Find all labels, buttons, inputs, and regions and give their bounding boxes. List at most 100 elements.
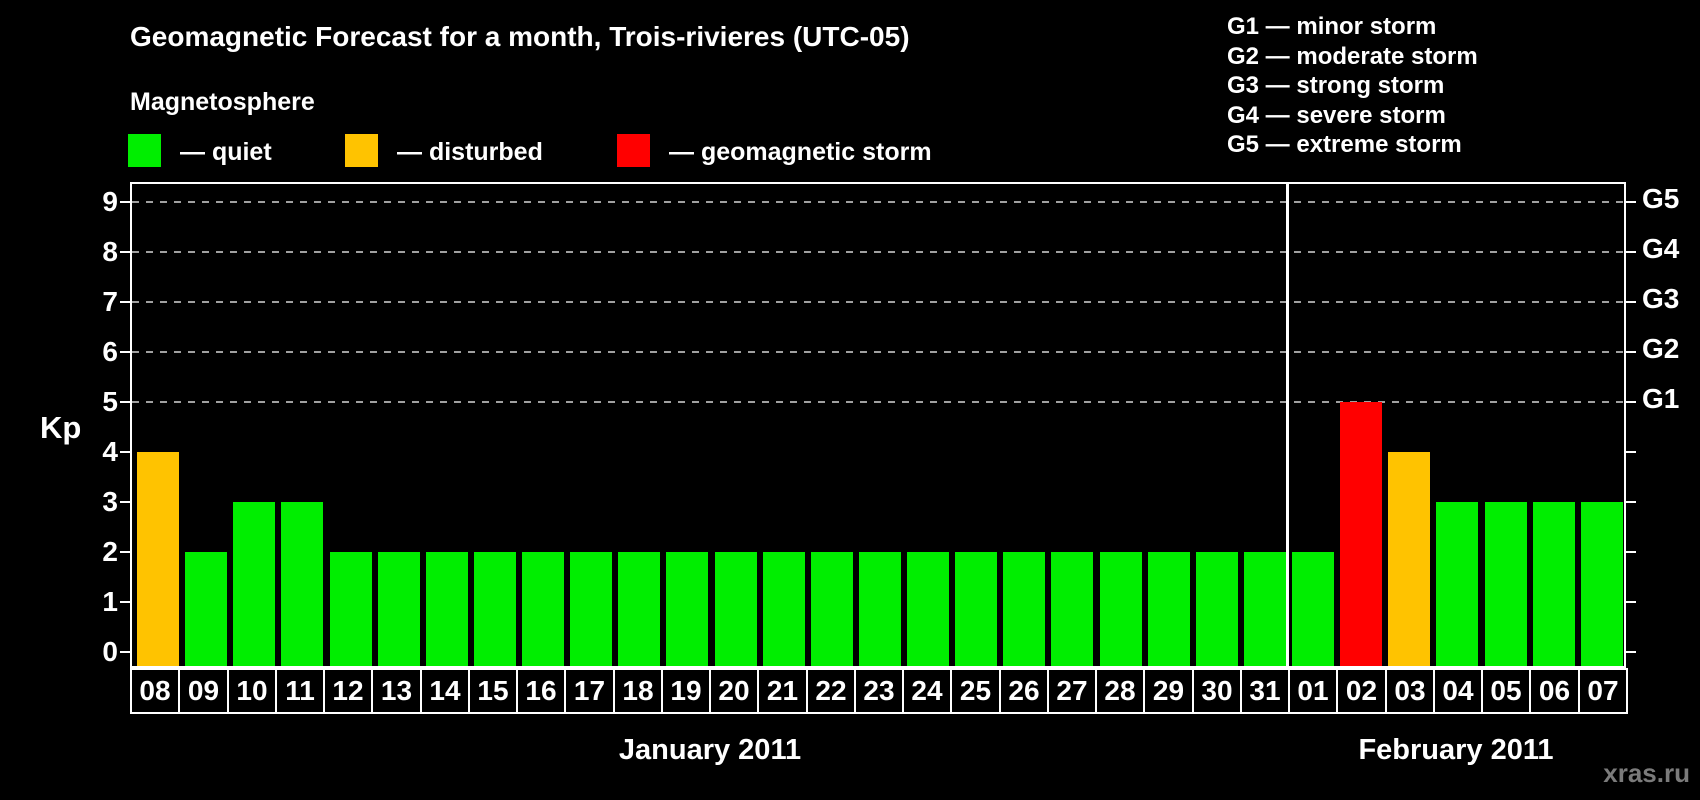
day-label-cell-12: 12 [323,668,373,714]
legend-swatch-storm [617,134,650,167]
y-tick-right-6 [1624,351,1636,353]
page-title: Geomagnetic Forecast for a month, Trois-… [130,21,910,52]
y-tick-right-0 [1624,651,1636,653]
kp-bar-day-20 [715,552,757,666]
day-label-cell-25: 25 [950,668,1001,714]
day-label-cell-24: 24 [902,668,952,714]
y-tick-left-6 [120,351,132,353]
g-scale-legend-line-4: G4 — severe storm [1227,101,1446,129]
day-label-cell-15: 15 [468,668,518,714]
day-label-cell-19: 19 [661,668,711,714]
y-tick-right-1 [1624,601,1636,603]
y-tick-label-1: 1 [102,586,118,617]
day-label-cell-23: 23 [854,668,904,714]
magnetosphere-label: Magnetosphere [130,88,315,116]
kp-bar-day-13 [378,552,420,666]
day-label-cell-07: 07 [1578,668,1628,714]
y-tick-label-3: 3 [102,486,118,517]
kp-bar-day-04 [1436,502,1478,666]
kp-bar-day-09 [185,552,227,666]
g-scale-legend-line-2: G2 — moderate storm [1227,42,1478,70]
day-label-cell-18: 18 [613,668,663,714]
day-label-cell-26: 26 [999,668,1049,714]
kp-bar-day-02 [1340,402,1382,666]
kp-bar-day-10 [233,502,275,666]
kp-bar-day-18 [618,552,660,666]
y-axis-title: Kp [40,410,82,445]
day-label-cell-06: 06 [1529,668,1580,714]
y-tick-left-0 [120,651,132,653]
y-tick-label-9: 9 [102,186,118,217]
gridline-kp7 [132,301,1624,303]
kp-bar-day-30 [1196,552,1238,666]
day-label-cell-17: 17 [564,668,615,714]
g-level-label-G4: G4 [1642,233,1680,264]
day-label-cell-10: 10 [227,668,277,714]
y-tick-label-0: 0 [102,636,118,667]
kp-bar-day-07 [1581,502,1623,666]
month-label-1: February 2011 [1358,734,1554,766]
legend-item-label-quiet: — quiet [180,138,272,166]
y-tick-label-5: 5 [102,386,118,417]
legend-item-label-storm: — geomagnetic storm [669,138,932,166]
kp-bar-day-24 [907,552,949,666]
y-tick-right-2 [1624,551,1636,553]
y-tick-right-5 [1624,401,1636,403]
gridline-kp5 [132,401,1624,403]
y-tick-label-4: 4 [102,436,118,467]
kp-bar-day-26 [1003,552,1045,666]
kp-bar-day-05 [1485,502,1527,666]
day-label-cell-01: 01 [1288,668,1338,714]
g-scale-legend-line-5: G5 — extreme storm [1227,131,1462,158]
y-tick-label-6: 6 [102,336,118,367]
y-tick-left-2 [120,551,132,553]
day-label-cell-04: 04 [1433,668,1483,714]
day-label-cell-09: 09 [178,668,229,714]
day-label-cell-14: 14 [420,668,470,714]
day-label-cell-28: 28 [1095,668,1145,714]
month-separator-line [1286,184,1289,666]
day-label-cell-05: 05 [1481,668,1531,714]
y-tick-right-3 [1624,501,1636,503]
kp-bar-day-19 [666,552,708,666]
y-tick-left-4 [120,451,132,453]
g-level-label-G2: G2 [1642,333,1680,364]
g-level-label-G1: G1 [1642,383,1680,414]
y-tick-left-5 [120,401,132,403]
y-tick-label-8: 8 [102,236,118,267]
day-label-cell-21: 21 [757,668,808,714]
kp-bar-day-12 [330,552,372,666]
day-label-cell-16: 16 [516,668,566,714]
y-tick-right-4 [1624,451,1636,453]
y-tick-left-9 [120,201,132,203]
kp-bar-day-27 [1051,552,1093,666]
kp-bar-day-01 [1292,552,1334,666]
g-scale-legend-line-1: G1 — minor storm [1227,13,1437,40]
g-scale-legend: G1 — minor storm G2 — moderate storm G3 — … [1227,12,1478,160]
kp-bar-day-11 [281,502,323,666]
y-tick-left-3 [120,501,132,503]
kp-bar-day-22 [811,552,853,666]
legend-swatch-quiet [128,134,161,167]
kp-bar-day-14 [426,552,468,666]
y-tick-left-8 [120,251,132,253]
legend-swatch-disturbed [345,134,378,167]
day-label-cell-27: 27 [1047,668,1097,714]
y-tick-label-7: 7 [102,286,118,317]
g-level-label-G5: G5 [1642,183,1680,214]
plot-area [130,182,1626,668]
month-label-0: January 2011 [618,734,802,766]
g-scale-legend-line-3: G3 — strong storm [1227,72,1445,99]
kp-bar-day-03 [1388,452,1430,666]
day-label-cell-03: 03 [1385,668,1435,714]
gridline-kp6 [132,351,1624,353]
gridline-kp9 [132,201,1624,203]
kp-bar-day-15 [474,552,516,666]
day-label-cell-22: 22 [806,668,856,714]
kp-bar-day-28 [1100,552,1142,666]
legend-item-label-disturbed: — disturbed [397,138,543,166]
y-tick-right-7 [1624,301,1636,303]
kp-bar-day-17 [570,552,612,666]
y-tick-right-8 [1624,251,1636,253]
day-label-cell-02: 02 [1336,668,1387,714]
